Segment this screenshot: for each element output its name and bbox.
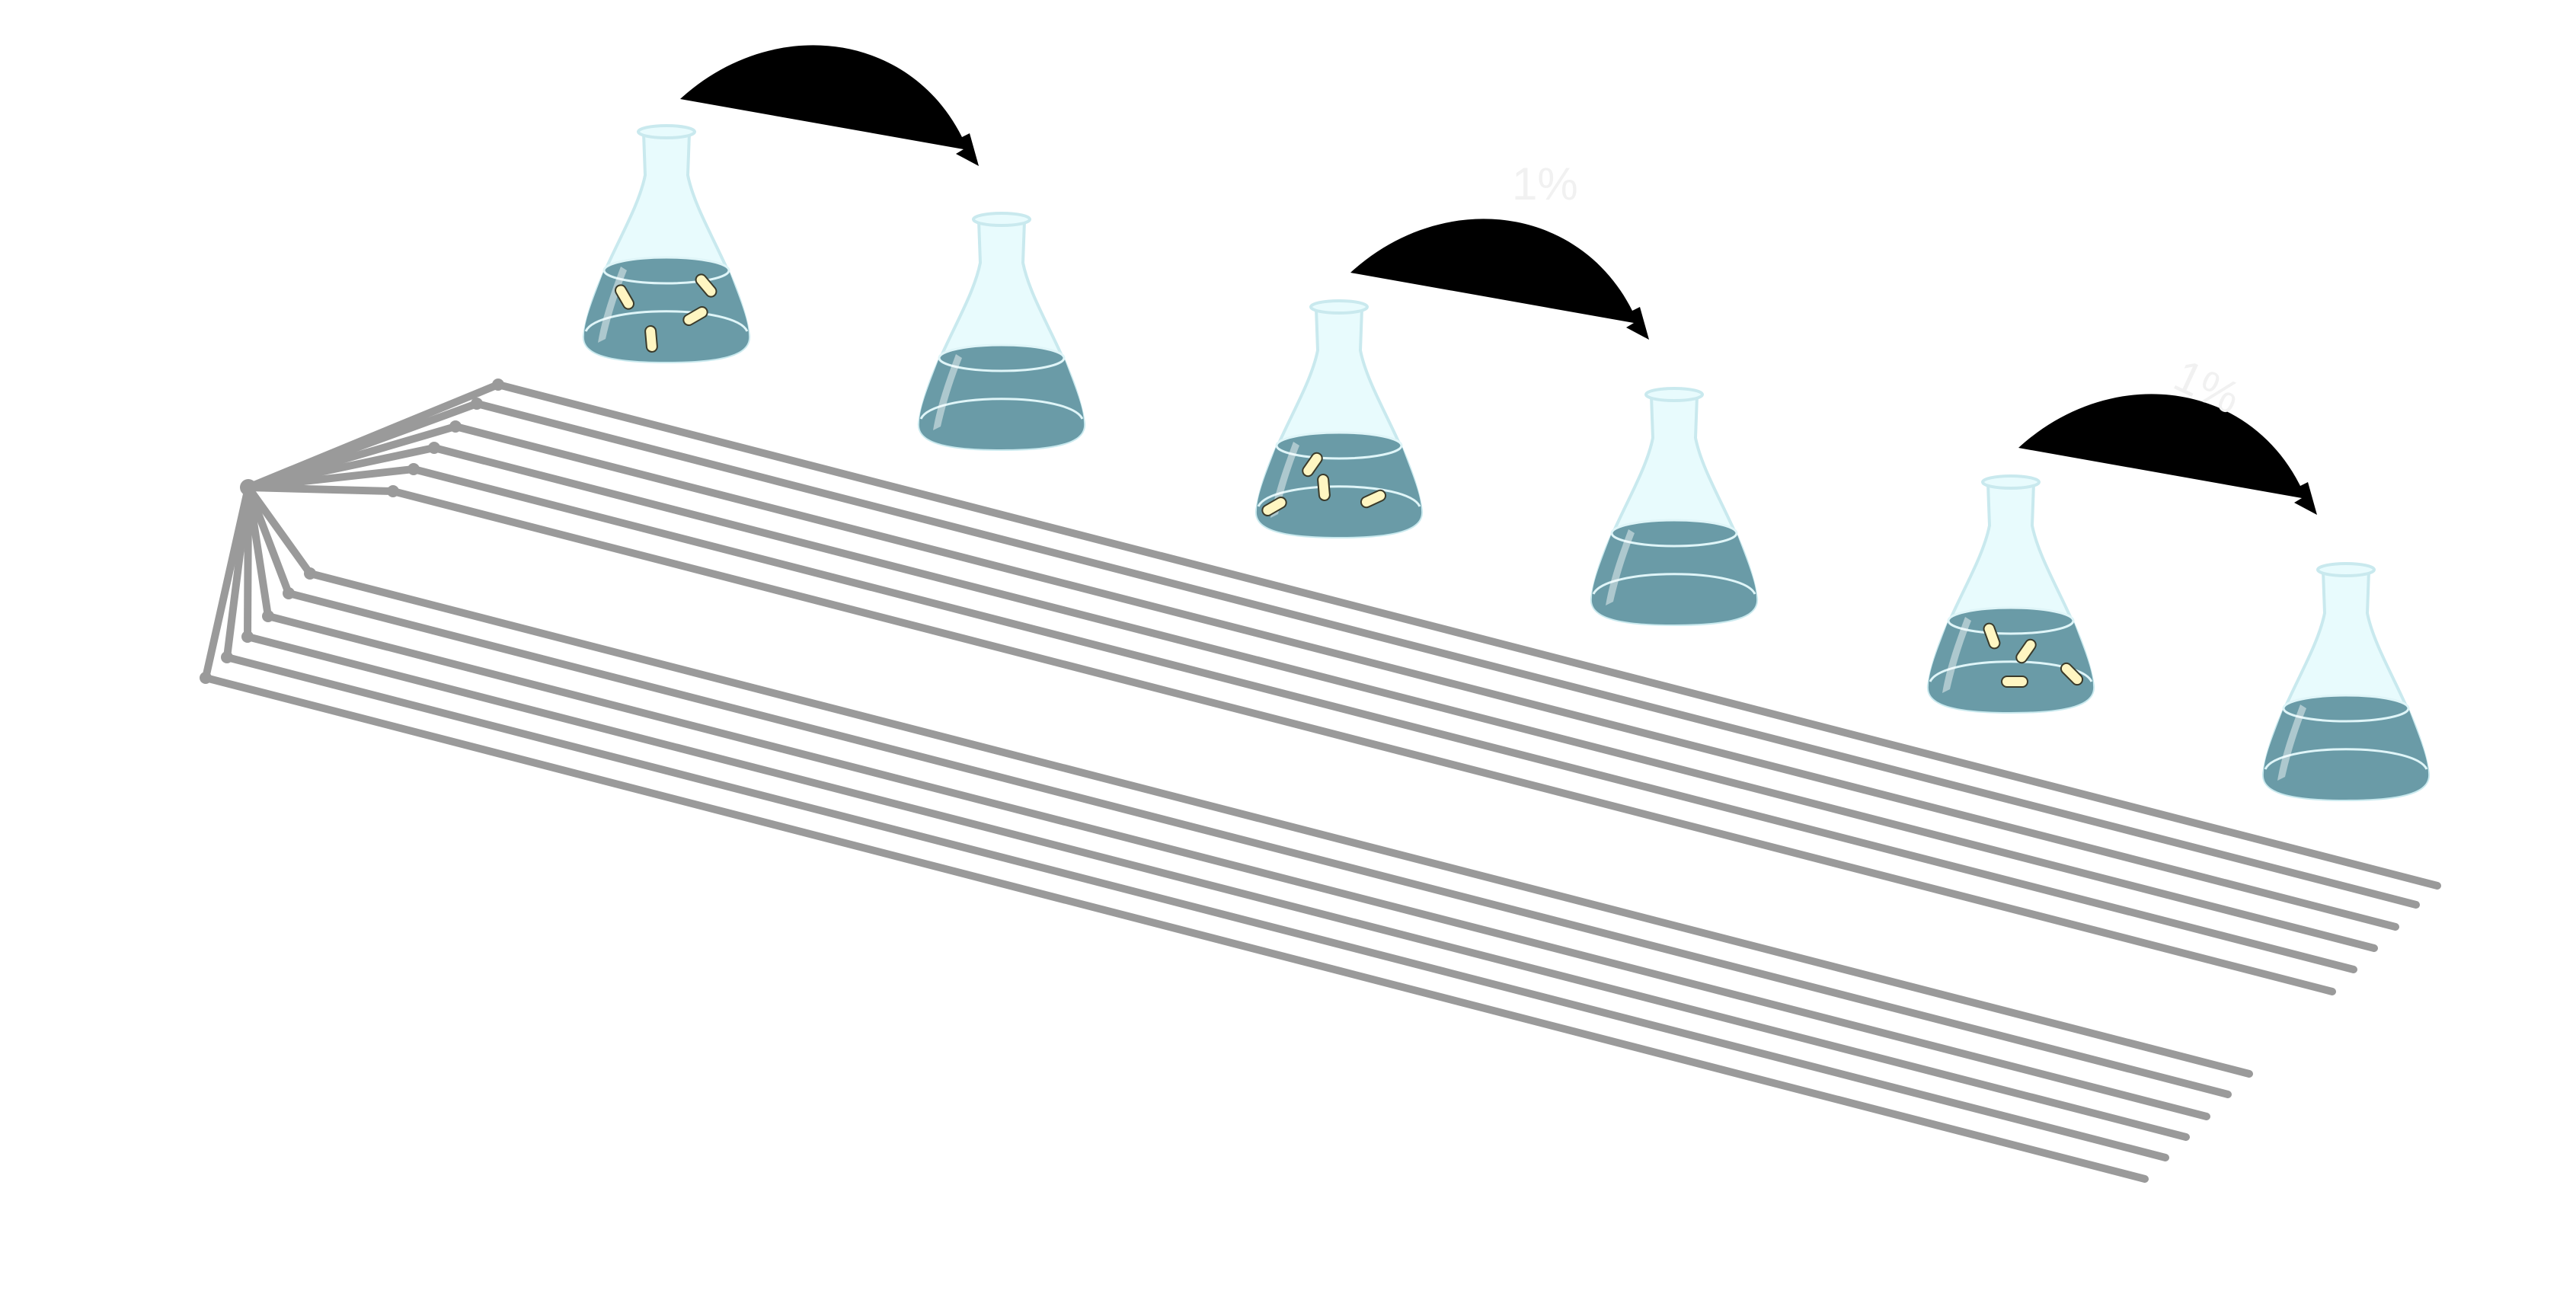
tree-node: [304, 567, 316, 580]
tree-branch: [202, 484, 252, 682]
flask-rim: [2316, 562, 2376, 577]
transfer-arrow-1: [680, 45, 979, 166]
arrow-shape: [2018, 394, 2317, 515]
phylogenetic-tree: [200, 379, 2441, 1183]
arrow-shape: [1350, 219, 1649, 340]
bacterium: [2015, 638, 2037, 664]
bacterium: [1261, 497, 1287, 516]
tree-branch: [244, 484, 314, 577]
bacterium: [1983, 622, 2001, 650]
medium-ring: [584, 310, 749, 332]
tree-leaf-branch: [285, 589, 2232, 1098]
flask-rim: [1981, 474, 2041, 490]
flask-medium: [919, 358, 1085, 449]
tree-node: [471, 398, 483, 410]
medium-ring: [1592, 573, 1756, 595]
flask-highlight: [1606, 529, 1635, 605]
bacterium: [615, 284, 634, 310]
tree-leaf-branch: [306, 570, 2253, 1078]
tree-leaf-branch: [452, 423, 2399, 931]
bacterium: [2001, 676, 2028, 688]
flask-rim: [637, 124, 696, 139]
bacterium: [1302, 452, 1323, 478]
flask-rim: [1644, 387, 1704, 402]
arrow-shape: [680, 45, 979, 166]
transfer-arrow-2: [1350, 219, 1649, 340]
bacterium: [695, 273, 718, 298]
tree-leaf-branch: [473, 400, 2420, 909]
flask-highlight: [933, 354, 962, 430]
flask-medium: [1928, 621, 2094, 712]
tree-node: [387, 485, 399, 497]
tree-node: [407, 463, 420, 475]
transfer-label-2: 1%: [1512, 158, 1578, 209]
tree-branch: [244, 484, 397, 495]
medium-surface: [1610, 519, 1738, 548]
flask-series: [582, 124, 2431, 802]
flask-highlight: [2277, 704, 2306, 781]
tree-leaf-branch: [264, 612, 2210, 1120]
medium-surface: [2282, 694, 2410, 723]
tree-node: [428, 442, 440, 454]
medium-ring: [2264, 748, 2428, 770]
tree-leaf-branch: [430, 444, 2378, 952]
tree-node: [492, 379, 504, 391]
transfer-arrows: [680, 45, 2317, 515]
tree-node: [283, 587, 295, 599]
tree-leaf-branch: [389, 487, 2336, 995]
bacterium: [682, 306, 708, 326]
medium-ring: [1257, 485, 1421, 507]
tree-leaf-branch: [410, 465, 2357, 973]
flask-4-fresh-medium: [1590, 387, 1759, 627]
flask-5-inoculated: [1926, 474, 2095, 714]
flask-highlight: [1942, 617, 1971, 693]
bacterium: [2060, 662, 2084, 686]
medium-ring: [1929, 660, 2093, 682]
tree-node: [200, 672, 212, 684]
transfer-arrow-3: [2018, 394, 2317, 515]
tree-leaf-branch: [202, 674, 2149, 1183]
flask-3-inoculated: [1254, 299, 1424, 539]
tree-branch: [244, 484, 292, 597]
flask-rim: [972, 212, 1031, 227]
tree-node: [449, 420, 462, 433]
tree-leaf-branch: [244, 633, 2190, 1141]
flask-1-inoculated: [582, 124, 751, 364]
medium-surface: [1947, 606, 2075, 635]
bacterium: [1317, 474, 1331, 501]
medium-ring: [919, 398, 1084, 420]
flask-medium: [1256, 446, 1422, 537]
flask-medium: [1591, 533, 1757, 625]
flask-2-fresh-medium: [917, 212, 1086, 452]
tree-leaf-branch: [223, 653, 2169, 1161]
flask-rim: [1309, 299, 1369, 315]
tree-node: [221, 651, 233, 663]
tree-root-node: [240, 479, 257, 496]
medium-surface: [938, 343, 1066, 372]
flask-6-fresh-medium: [2261, 562, 2431, 802]
tree-node: [241, 631, 254, 643]
tree-node: [262, 610, 274, 622]
flask-medium: [2263, 708, 2429, 800]
bacterium: [1360, 489, 1387, 509]
tree-leaf-branch: [494, 381, 2441, 890]
bacterium: [644, 325, 658, 353]
medium-surface: [1275, 431, 1403, 460]
